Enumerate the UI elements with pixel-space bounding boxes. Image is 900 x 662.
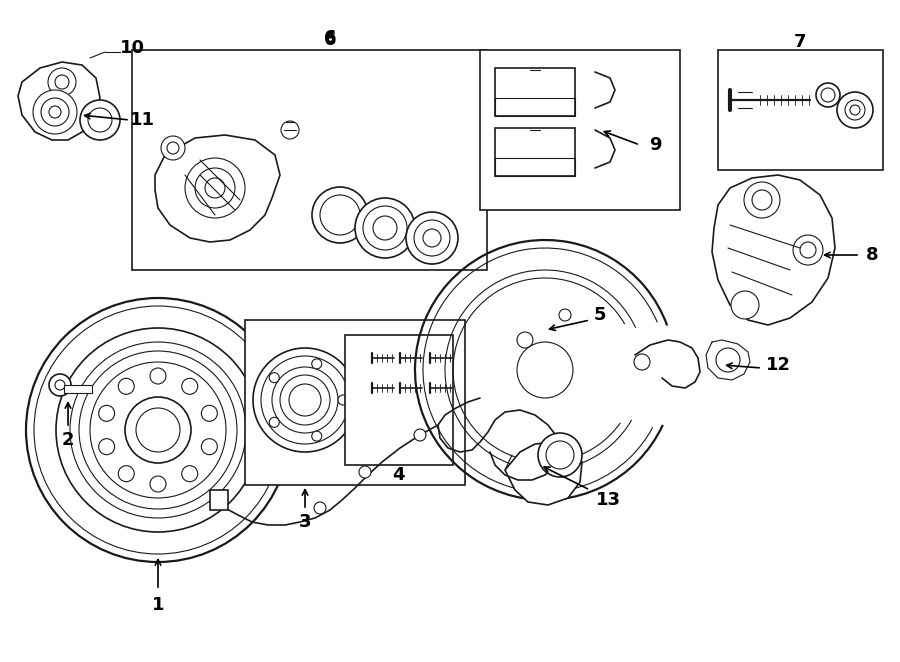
Circle shape bbox=[406, 212, 458, 264]
Circle shape bbox=[182, 465, 198, 482]
Circle shape bbox=[150, 476, 166, 492]
Text: 10: 10 bbox=[120, 39, 145, 57]
Circle shape bbox=[850, 105, 860, 115]
Circle shape bbox=[559, 309, 571, 321]
Text: 12: 12 bbox=[766, 356, 790, 374]
Bar bbox=[495, 98, 575, 116]
Polygon shape bbox=[495, 68, 575, 116]
Bar bbox=[480, 50, 680, 210]
Circle shape bbox=[182, 378, 198, 395]
Circle shape bbox=[70, 342, 246, 518]
Circle shape bbox=[731, 291, 759, 319]
Text: 1: 1 bbox=[152, 596, 165, 614]
Circle shape bbox=[355, 198, 415, 258]
Circle shape bbox=[125, 397, 191, 463]
Circle shape bbox=[185, 158, 245, 218]
Circle shape bbox=[202, 439, 218, 455]
Circle shape bbox=[253, 348, 357, 452]
Text: 3: 3 bbox=[299, 513, 311, 531]
Bar bbox=[245, 320, 465, 485]
Circle shape bbox=[538, 433, 582, 477]
Text: 5: 5 bbox=[594, 306, 607, 324]
Circle shape bbox=[272, 367, 338, 433]
Text: 13: 13 bbox=[596, 491, 620, 509]
Circle shape bbox=[205, 178, 225, 198]
Circle shape bbox=[311, 359, 321, 369]
Polygon shape bbox=[155, 135, 280, 242]
Bar bbox=[132, 50, 487, 270]
Text: 8: 8 bbox=[866, 246, 878, 264]
Text: 9: 9 bbox=[649, 136, 662, 154]
Polygon shape bbox=[505, 442, 582, 505]
Polygon shape bbox=[712, 175, 835, 325]
Circle shape bbox=[289, 384, 321, 416]
Circle shape bbox=[359, 466, 371, 478]
Circle shape bbox=[26, 298, 290, 562]
Circle shape bbox=[161, 136, 185, 160]
Text: 7: 7 bbox=[794, 33, 806, 51]
Circle shape bbox=[423, 229, 441, 247]
Bar bbox=[64, 385, 92, 393]
Circle shape bbox=[816, 83, 840, 107]
Text: 11: 11 bbox=[130, 111, 155, 129]
Circle shape bbox=[373, 216, 397, 240]
Bar bbox=[495, 158, 575, 176]
Circle shape bbox=[118, 378, 134, 395]
Circle shape bbox=[414, 429, 426, 441]
Circle shape bbox=[33, 90, 77, 134]
Circle shape bbox=[99, 405, 114, 421]
Bar bbox=[345, 335, 453, 465]
Circle shape bbox=[202, 405, 218, 421]
Circle shape bbox=[314, 502, 326, 514]
Text: 6: 6 bbox=[324, 31, 337, 49]
Circle shape bbox=[338, 395, 348, 405]
Circle shape bbox=[99, 439, 114, 455]
Circle shape bbox=[269, 373, 279, 383]
Text: 4: 4 bbox=[392, 466, 404, 484]
Text: 2: 2 bbox=[62, 431, 75, 449]
Circle shape bbox=[269, 417, 279, 428]
Polygon shape bbox=[495, 128, 575, 176]
Circle shape bbox=[150, 368, 166, 384]
Circle shape bbox=[312, 187, 368, 243]
Circle shape bbox=[281, 121, 299, 139]
Circle shape bbox=[80, 100, 120, 140]
Circle shape bbox=[49, 106, 61, 118]
Circle shape bbox=[793, 235, 823, 265]
Circle shape bbox=[517, 332, 533, 348]
Circle shape bbox=[716, 348, 740, 372]
Text: 6: 6 bbox=[324, 29, 337, 47]
Circle shape bbox=[56, 328, 260, 532]
Circle shape bbox=[634, 354, 650, 370]
Circle shape bbox=[49, 374, 71, 396]
Circle shape bbox=[517, 342, 573, 398]
Circle shape bbox=[48, 68, 76, 96]
Circle shape bbox=[311, 431, 321, 441]
Circle shape bbox=[837, 92, 873, 128]
Circle shape bbox=[744, 182, 780, 218]
Polygon shape bbox=[210, 490, 228, 510]
Bar bbox=[718, 50, 883, 170]
Circle shape bbox=[118, 465, 134, 482]
Polygon shape bbox=[18, 62, 100, 140]
